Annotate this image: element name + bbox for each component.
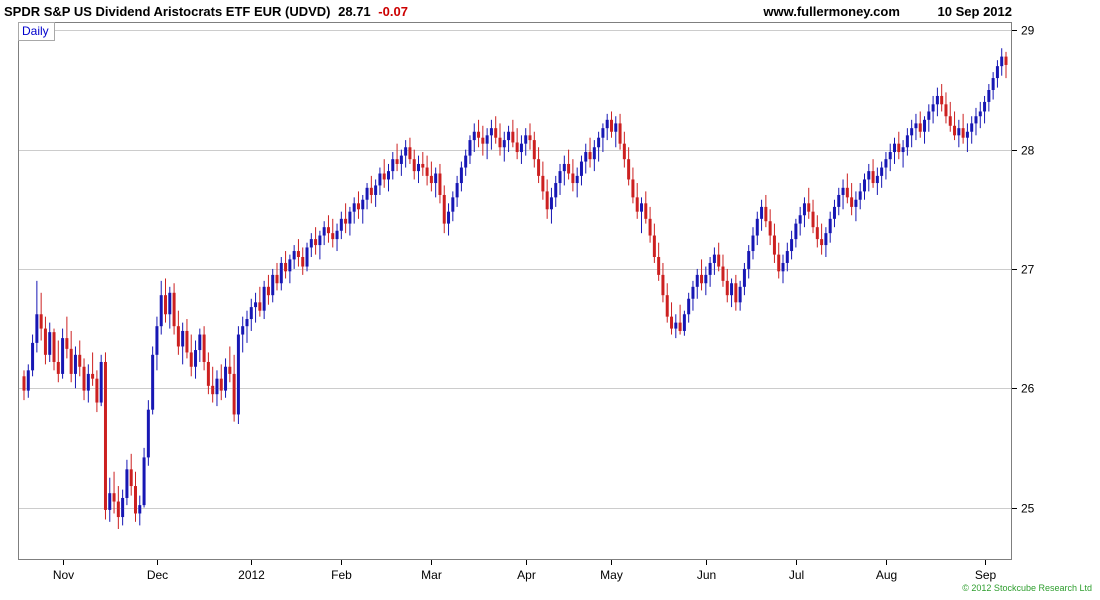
- candlestick-chart: 25 26 27 28 29 Nov Dec 2012 Feb Mar Apr May Jun Jul Au…: [18, 22, 1035, 583]
- x-tick-label: Aug: [876, 568, 897, 582]
- grid-lines: [18, 30, 1012, 509]
- header-right-area: www.fullermoney.com 10 Sep 2012: [763, 4, 1012, 19]
- website-link[interactable]: www.fullermoney.com: [763, 3, 900, 19]
- plot-border: [18, 22, 1012, 560]
- x-tick-label: May: [600, 568, 623, 582]
- y-tick-label: 28: [1021, 144, 1035, 158]
- x-tick-label: Jun: [697, 568, 716, 582]
- chart-header: SPDR S&P US Dividend Aristocrats ETF EUR…: [0, 0, 1012, 22]
- frequency-badge: Daily: [18, 22, 55, 41]
- copyright-notice: © 2012 Stockcube Research Ltd: [962, 583, 1092, 593]
- chart-date: 10 Sep 2012: [937, 3, 1012, 19]
- y-tick-label: 25: [1021, 502, 1035, 516]
- candles: [22, 48, 1008, 529]
- x-tick-label: Dec: [147, 568, 168, 582]
- x-tick-label: Nov: [53, 568, 74, 582]
- x-tick-label: Sep: [975, 568, 997, 582]
- y-tick-label: 26: [1021, 382, 1035, 396]
- axes: 25 26 27 28 29 Nov Dec 2012 Feb Mar Apr May Jun Jul Au…: [53, 24, 1035, 583]
- x-tick-label: Feb: [331, 568, 352, 582]
- y-tick-label: 29: [1021, 24, 1035, 38]
- x-tick-label: 2012: [238, 568, 265, 582]
- price-change: -0.07: [378, 3, 408, 19]
- x-tick-label: Jul: [789, 568, 804, 582]
- chart-title: SPDR S&P US Dividend Aristocrats ETF EUR…: [4, 3, 331, 19]
- x-tick-label: Apr: [517, 568, 536, 582]
- x-tick-label: Mar: [421, 568, 442, 582]
- last-price: 28.71: [338, 3, 371, 19]
- y-tick-label: 27: [1021, 263, 1035, 277]
- title-area: SPDR S&P US Dividend Aristocrats ETF EUR…: [4, 4, 412, 19]
